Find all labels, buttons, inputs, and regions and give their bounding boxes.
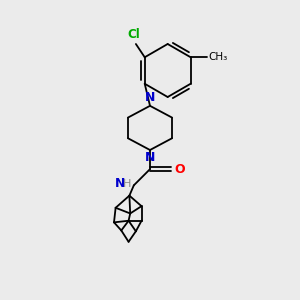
Text: N: N — [145, 92, 155, 104]
Text: N: N — [145, 152, 155, 164]
Text: O: O — [174, 163, 185, 176]
Text: H: H — [123, 179, 131, 189]
Text: CH₃: CH₃ — [208, 52, 227, 62]
Text: N: N — [115, 177, 126, 190]
Text: Cl: Cl — [128, 28, 140, 41]
